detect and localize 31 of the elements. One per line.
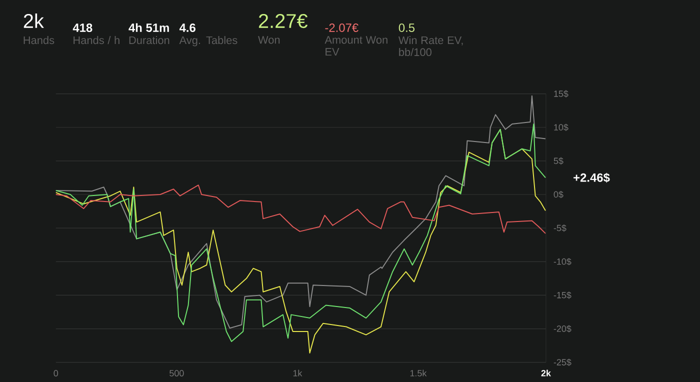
text: -2.07€ <box>325 23 358 32</box>
y-tick-label: -15$ <box>554 291 572 299</box>
x-tick-label: 2k <box>541 370 551 376</box>
text: Win Rate EV, bb/100 <box>398 36 463 56</box>
y-tick-label: 10$ <box>554 124 568 131</box>
text: Amount Won EV <box>324 36 388 56</box>
x-tick-label: 1.5k <box>410 370 427 376</box>
y-tick-label: -5$ <box>554 224 566 232</box>
y-tick-label: 0$ <box>554 190 564 198</box>
x-tick-label: 500 <box>170 370 184 376</box>
text: Duration <box>129 36 170 44</box>
text: Won <box>258 36 280 44</box>
text: 418 <box>72 23 92 32</box>
x-tick-label: 0 <box>54 370 58 376</box>
text: Avg. Tables <box>179 36 238 46</box>
text: 2.27€ <box>258 14 308 28</box>
text: Hands / h <box>74 36 120 44</box>
y-tick-label: -10$ <box>554 258 572 266</box>
text: 4h 51m <box>128 22 169 32</box>
y-tick-label: -20$ <box>554 324 572 332</box>
y-tick-label: 15$ <box>554 90 568 98</box>
text: 0.5 <box>398 23 415 32</box>
x-tick-label: 1k <box>293 370 302 376</box>
y-tick-label: 5$ <box>554 157 564 164</box>
text: 2k <box>24 13 44 28</box>
annotation: +2.46$ <box>574 172 610 182</box>
line-series <box>55 184 546 234</box>
y-tick-label: -25$ <box>554 358 572 366</box>
text: 4.6 <box>179 23 196 32</box>
text: Hands <box>24 36 54 44</box>
line-series <box>55 95 546 328</box>
